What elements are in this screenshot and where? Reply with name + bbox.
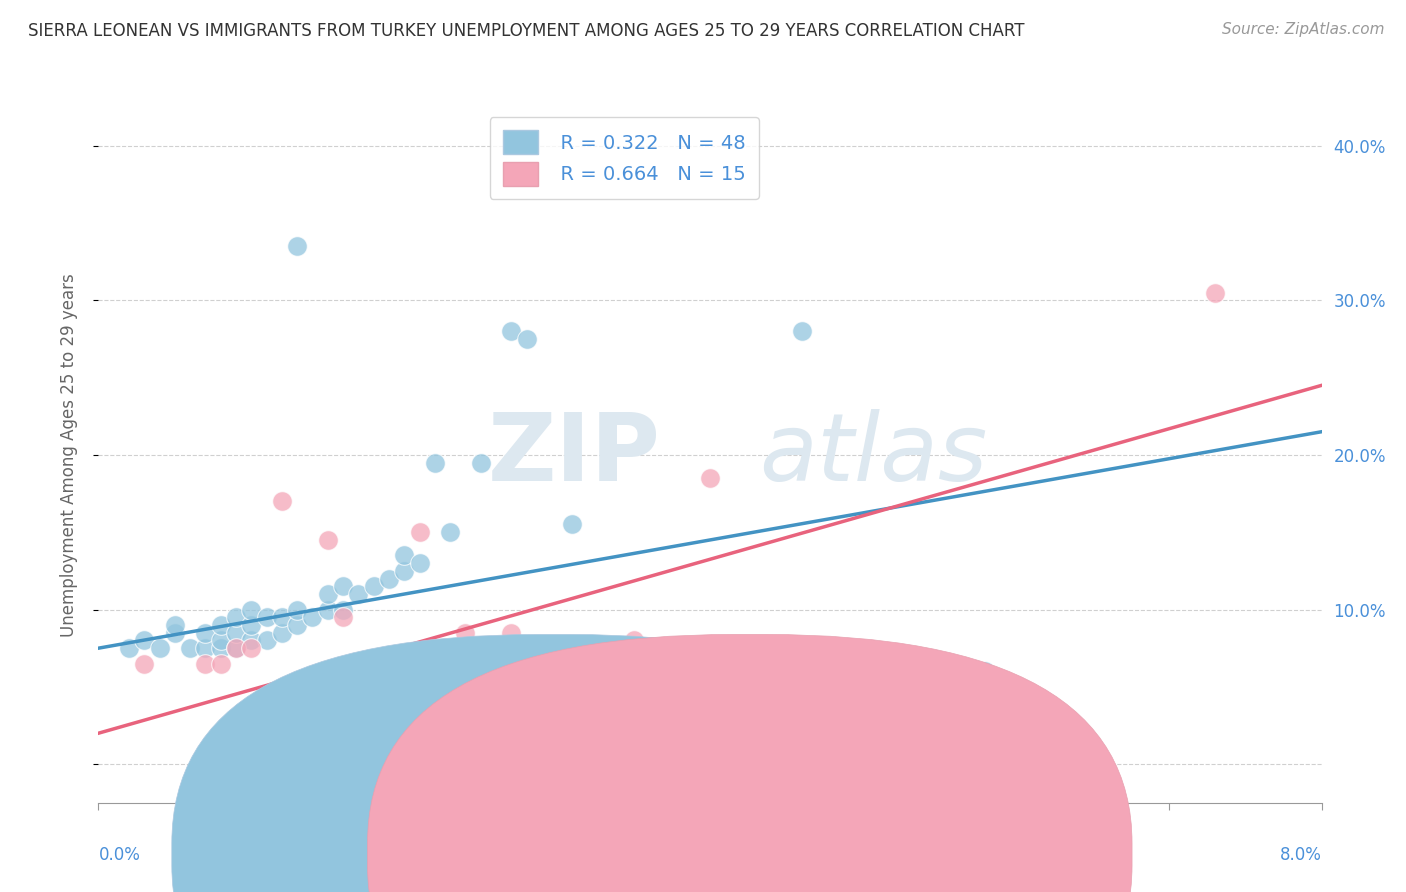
- Point: [759, 672, 782, 686]
- Point: [516, 332, 538, 346]
- Point: [332, 610, 354, 624]
- Point: [637, 672, 661, 686]
- FancyBboxPatch shape: [172, 634, 936, 892]
- Point: [974, 665, 997, 679]
- Point: [256, 610, 278, 624]
- Point: [408, 525, 430, 540]
- Point: [134, 633, 156, 648]
- Point: [134, 657, 156, 671]
- Point: [163, 625, 186, 640]
- Y-axis label: Unemployment Among Ages 25 to 29 years: Unemployment Among Ages 25 to 29 years: [59, 273, 77, 637]
- Point: [347, 587, 370, 601]
- Point: [332, 602, 354, 616]
- Point: [501, 324, 523, 338]
- Point: [852, 695, 875, 709]
- Point: [256, 633, 278, 648]
- Point: [163, 618, 186, 632]
- Point: [179, 641, 201, 656]
- Point: [225, 641, 247, 656]
- Point: [561, 641, 583, 656]
- Point: [194, 657, 217, 671]
- Point: [592, 672, 614, 686]
- Text: atlas: atlas: [759, 409, 987, 500]
- Point: [270, 610, 294, 624]
- Point: [118, 641, 141, 656]
- Point: [470, 456, 492, 470]
- Point: [240, 641, 263, 656]
- Point: [316, 602, 339, 616]
- Point: [790, 324, 813, 338]
- Point: [408, 556, 430, 570]
- Point: [1204, 285, 1226, 300]
- Point: [240, 633, 263, 648]
- Point: [623, 633, 645, 648]
- Point: [209, 633, 232, 648]
- FancyBboxPatch shape: [367, 634, 1132, 892]
- Point: [699, 665, 721, 679]
- Point: [270, 625, 294, 640]
- Point: [699, 471, 721, 485]
- Point: [392, 564, 416, 578]
- Point: [423, 456, 446, 470]
- Text: ZIP: ZIP: [488, 409, 661, 501]
- Point: [332, 579, 354, 593]
- Text: Immigrants from Turkey: Immigrants from Turkey: [772, 846, 970, 864]
- Point: [316, 533, 339, 547]
- Text: 8.0%: 8.0%: [1279, 847, 1322, 864]
- Text: SIERRA LEONEAN VS IMMIGRANTS FROM TURKEY UNEMPLOYMENT AMONG AGES 25 TO 29 YEARS : SIERRA LEONEAN VS IMMIGRANTS FROM TURKEY…: [28, 22, 1025, 40]
- Point: [225, 610, 247, 624]
- Point: [209, 641, 232, 656]
- Point: [149, 641, 172, 656]
- Text: Source: ZipAtlas.com: Source: ZipAtlas.com: [1222, 22, 1385, 37]
- Point: [316, 587, 339, 601]
- Point: [285, 239, 308, 253]
- Point: [194, 641, 217, 656]
- Point: [194, 625, 217, 640]
- Point: [363, 579, 385, 593]
- Point: [285, 618, 308, 632]
- Legend:   R = 0.322   N = 48,   R = 0.664   N = 15: R = 0.322 N = 48, R = 0.664 N = 15: [489, 117, 759, 199]
- Point: [439, 525, 461, 540]
- Point: [301, 610, 323, 624]
- Text: 0.0%: 0.0%: [98, 847, 141, 864]
- Point: [225, 625, 247, 640]
- Point: [240, 618, 263, 632]
- Point: [561, 517, 583, 532]
- Text: Sierra Leoneans: Sierra Leoneans: [575, 846, 709, 864]
- Point: [225, 641, 247, 656]
- Point: [270, 494, 294, 508]
- Point: [392, 549, 416, 563]
- Point: [285, 602, 308, 616]
- Point: [378, 572, 401, 586]
- Point: [240, 602, 263, 616]
- Point: [209, 657, 232, 671]
- Point: [501, 625, 523, 640]
- Point: [209, 618, 232, 632]
- Point: [454, 625, 477, 640]
